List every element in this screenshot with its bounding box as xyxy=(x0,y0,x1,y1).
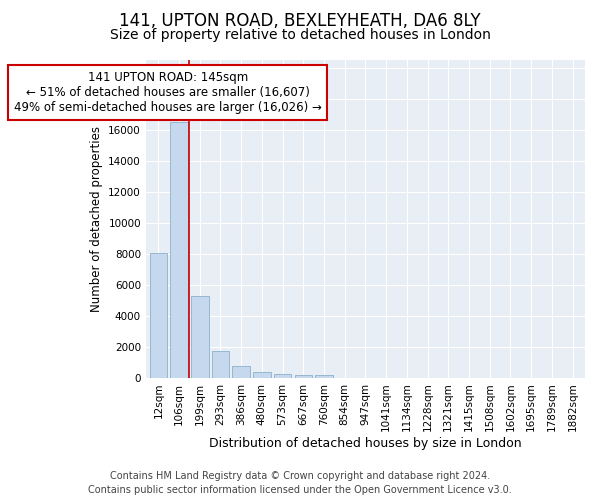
Bar xyxy=(191,296,209,378)
Text: 141 UPTON ROAD: 145sqm
← 51% of detached houses are smaller (16,607)
49% of semi: 141 UPTON ROAD: 145sqm ← 51% of detached… xyxy=(14,71,322,114)
Bar xyxy=(170,122,188,378)
Bar xyxy=(232,366,250,378)
Y-axis label: Number of detached properties: Number of detached properties xyxy=(90,126,103,312)
Bar xyxy=(274,374,292,378)
Bar xyxy=(149,253,167,378)
Bar xyxy=(315,376,333,378)
Bar xyxy=(295,374,312,378)
X-axis label: Distribution of detached houses by size in London: Distribution of detached houses by size … xyxy=(209,437,522,450)
Text: Contains HM Land Registry data © Crown copyright and database right 2024.
Contai: Contains HM Land Registry data © Crown c… xyxy=(88,471,512,495)
Text: Size of property relative to detached houses in London: Size of property relative to detached ho… xyxy=(110,28,490,42)
Bar xyxy=(212,352,229,378)
Bar xyxy=(253,372,271,378)
Text: 141, UPTON ROAD, BEXLEYHEATH, DA6 8LY: 141, UPTON ROAD, BEXLEYHEATH, DA6 8LY xyxy=(119,12,481,30)
